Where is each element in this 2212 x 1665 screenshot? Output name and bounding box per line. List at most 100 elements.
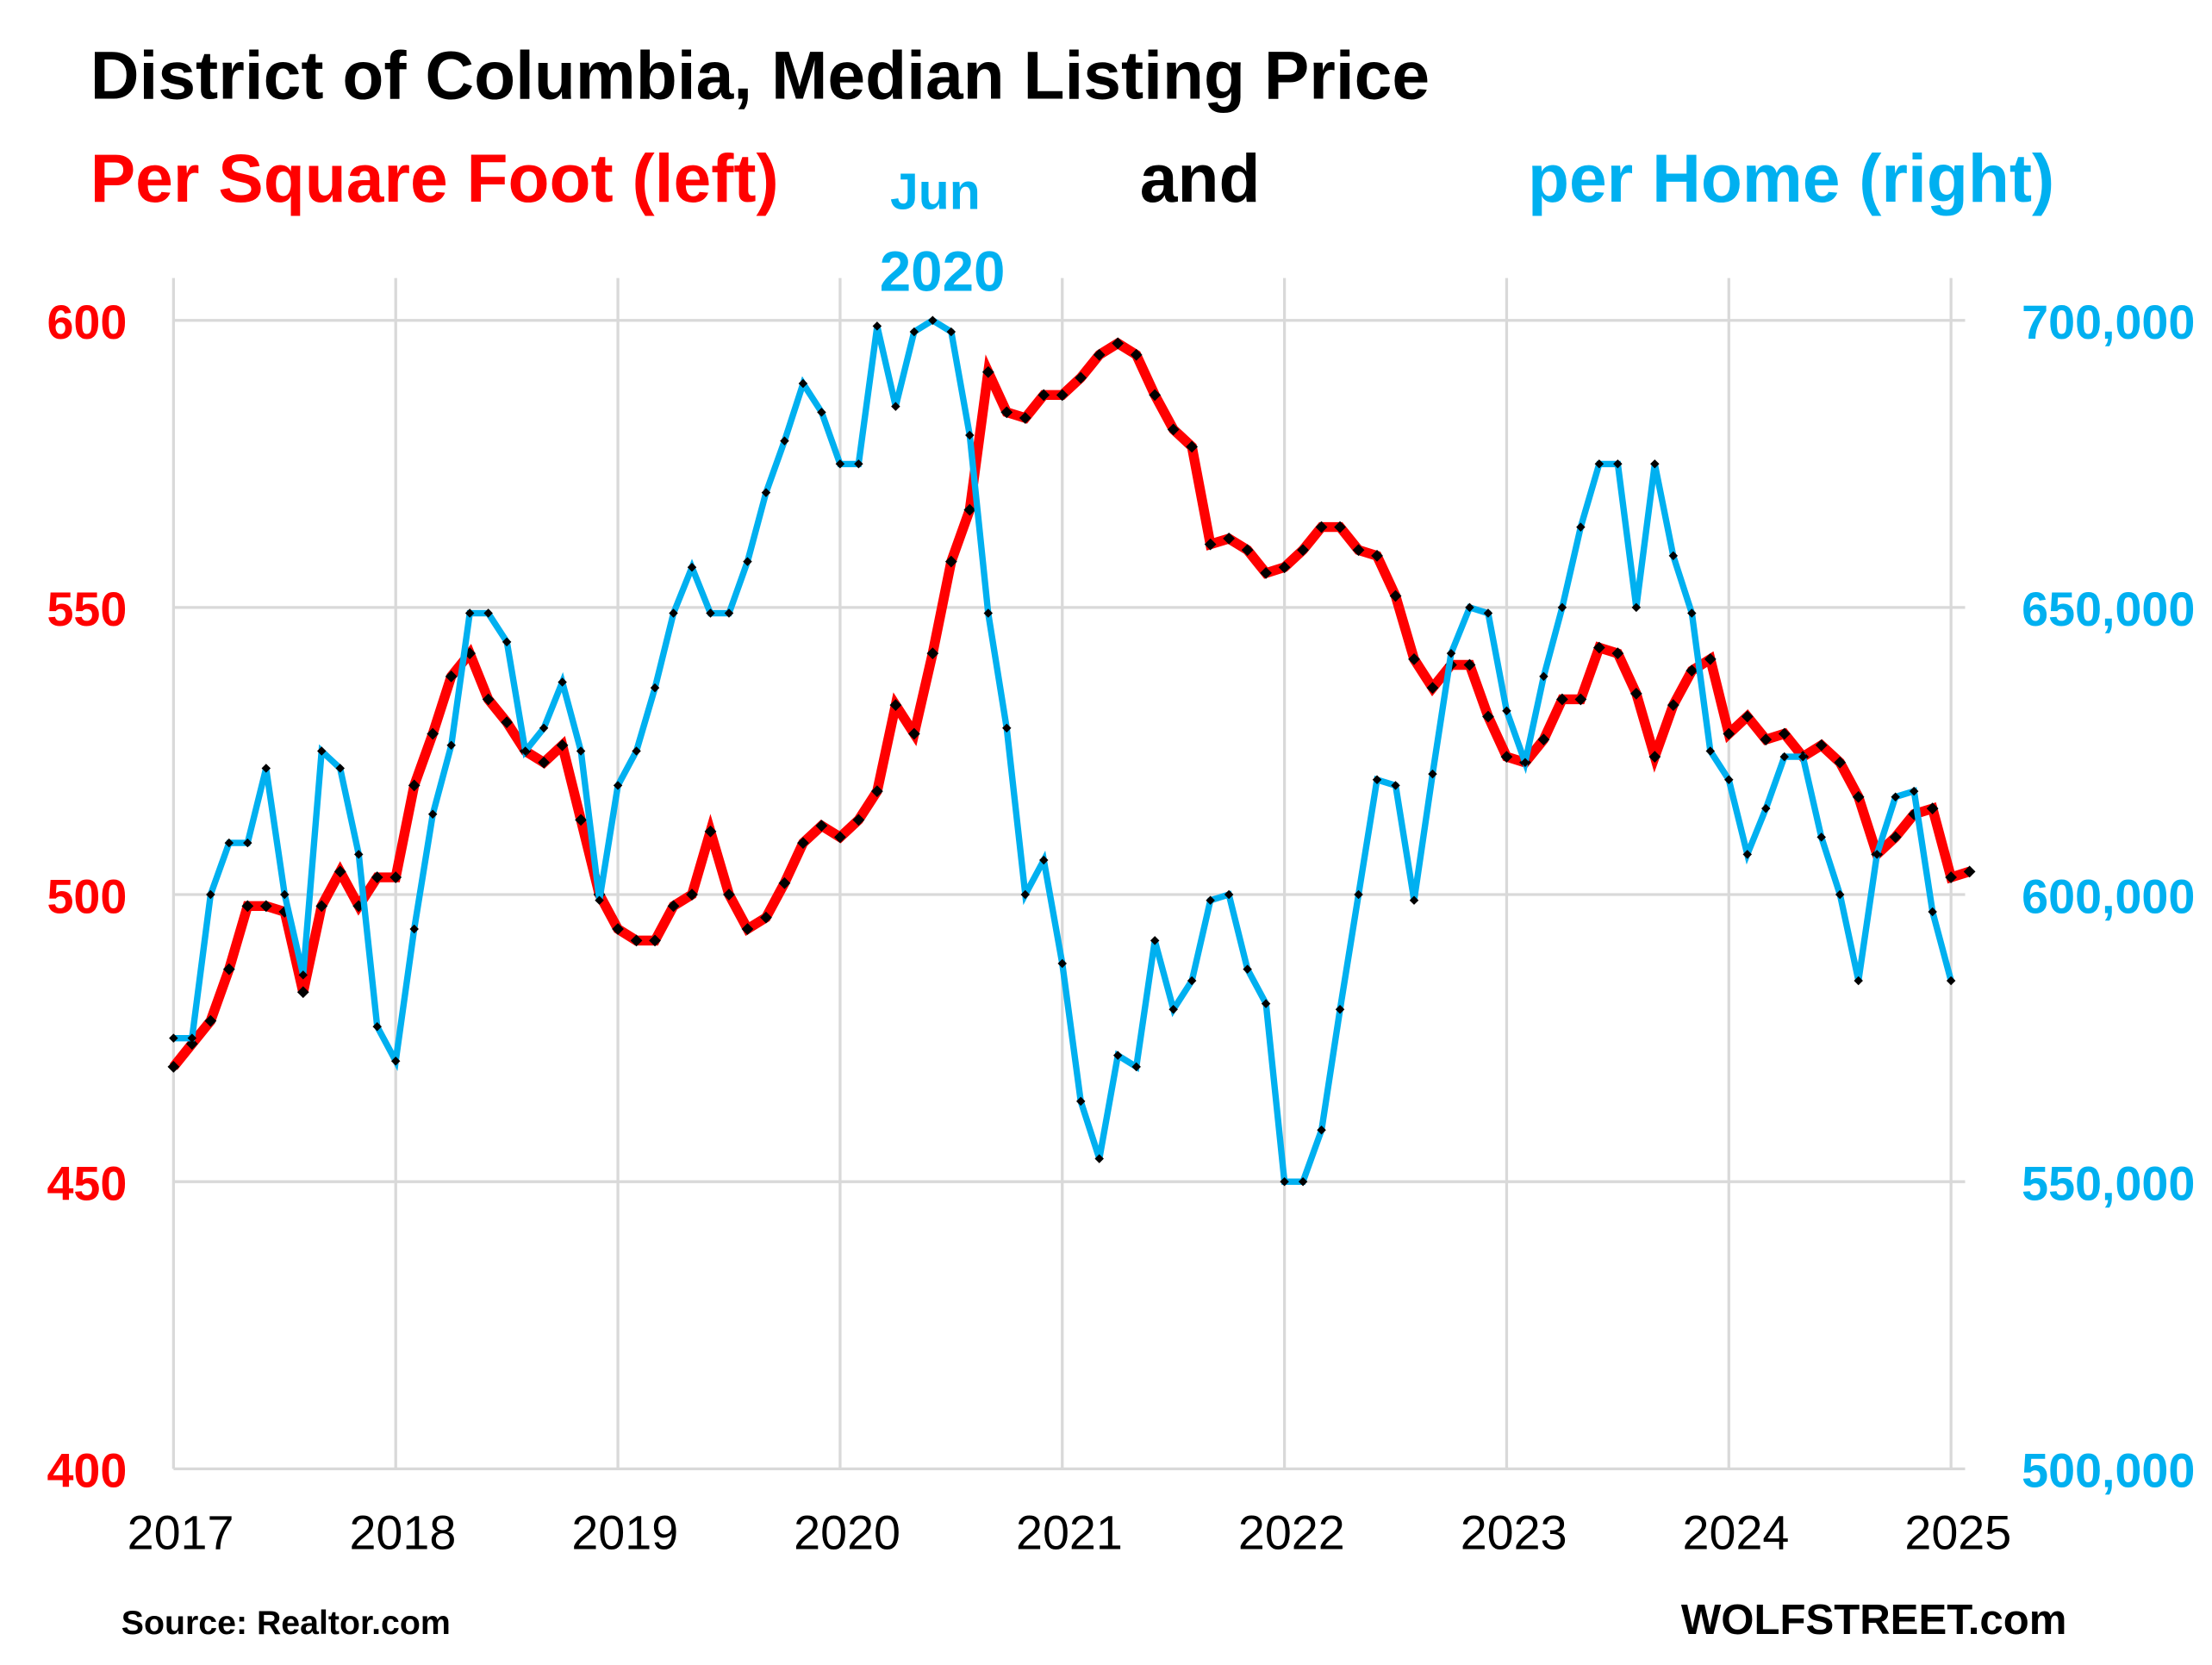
data-point-marker: [760, 911, 772, 924]
data-point-marker: [741, 923, 754, 935]
x-tick-label: 2021: [1016, 1506, 1123, 1560]
subtitle-right: per Home (right): [1528, 140, 2054, 216]
data-point-marker: [1075, 371, 1087, 384]
data-point-marker: [1280, 1176, 1289, 1187]
data-point-marker: [1206, 895, 1215, 905]
data-point-marker: [1130, 348, 1143, 361]
data-point-marker: [1815, 739, 1828, 751]
data-point-marker: [446, 740, 456, 751]
data-point-marker: [649, 934, 661, 947]
data-point-marker: [243, 838, 252, 848]
data-point-marker: [390, 1057, 401, 1066]
data-point-marker: [1186, 440, 1199, 453]
data-point-marker: [963, 503, 976, 516]
data-point-marker: [185, 1038, 198, 1051]
data-point-marker: [1075, 1096, 1086, 1107]
y-right-tick-label: 650,000: [2022, 583, 2195, 636]
data-point-marker: [612, 923, 624, 935]
data-point-marker: [815, 820, 828, 832]
data-point-marker: [1963, 865, 1976, 878]
data-point-marker: [1834, 756, 1847, 769]
annotation-2020: 2020: [880, 240, 1006, 302]
data-point-marker: [944, 555, 957, 568]
data-point-marker: [445, 670, 458, 683]
data-point-marker: [1648, 751, 1661, 763]
data-point-marker: [501, 716, 514, 729]
data-point-marker: [1741, 710, 1754, 723]
data-point-marker: [261, 764, 271, 773]
x-tick-label: 2023: [1461, 1506, 1567, 1560]
x-tick-label: 2019: [571, 1506, 678, 1560]
data-point-marker: [1556, 693, 1568, 706]
data-point-marker: [1187, 976, 1197, 986]
data-point-marker: [1705, 746, 1716, 756]
data-point-marker: [1667, 699, 1679, 712]
data-point-marker: [946, 327, 956, 337]
data-point-marker: [1352, 544, 1365, 557]
chart-title: District of Columbia, Median Listing Pri…: [90, 38, 1430, 114]
data-point-marker: [1000, 406, 1013, 419]
data-point-marker: [706, 608, 715, 618]
data-point-marker: [1112, 1051, 1123, 1060]
data-point-marker: [1539, 671, 1548, 682]
data-point-marker: [502, 637, 512, 647]
data-point-marker: [372, 1022, 382, 1032]
data-point-marker: [1298, 1176, 1308, 1187]
y-left-tick-label: 600: [47, 296, 127, 349]
data-point-marker: [1037, 389, 1050, 402]
data-point-marker: [834, 831, 846, 844]
data-point-marker: [539, 723, 549, 733]
data-point-marker: [780, 436, 789, 446]
series-layer: [167, 315, 1976, 1187]
data-point-marker: [909, 327, 919, 337]
data-point-marker: [1446, 648, 1456, 658]
data-point-marker: [1594, 459, 1604, 469]
data-point-marker: [1761, 803, 1771, 814]
data-point-marker: [965, 430, 975, 440]
data-point-marker: [723, 889, 735, 901]
data-point-marker: [926, 647, 939, 660]
data-point-marker: [1261, 999, 1271, 1008]
data-point-marker: [482, 693, 495, 706]
data-point-marker: [409, 924, 419, 934]
data-point-marker: [427, 809, 438, 819]
y-right-tick-label: 600,000: [2022, 870, 2195, 923]
y-left-tick-label: 500: [47, 870, 127, 923]
data-point-marker: [1112, 337, 1125, 350]
data-point-marker: [1576, 522, 1586, 532]
data-point-marker: [224, 838, 234, 848]
data-point-marker: [1537, 733, 1550, 746]
data-point-marker: [761, 488, 771, 497]
y-axis-left: 400 450 500 550 600: [47, 296, 127, 1498]
data-point-marker: [1168, 1005, 1178, 1014]
data-point-marker: [1428, 769, 1437, 779]
data-point-marker: [1945, 871, 1958, 883]
data-point-marker: [556, 739, 569, 751]
data-point-marker: [1946, 976, 1956, 986]
x-tick-label: 2024: [1683, 1506, 1790, 1560]
data-point-marker: [315, 900, 328, 913]
data-point-marker: [669, 608, 678, 618]
subtitle-left: Per Square Foot (left): [90, 140, 779, 216]
data-point-marker: [1167, 423, 1180, 436]
series-per-sqft-line: [169, 337, 1972, 1070]
data-point-marker: [928, 315, 938, 325]
data-point-marker: [317, 746, 327, 756]
data-point-marker: [1629, 687, 1642, 700]
data-point-marker: [1260, 567, 1272, 579]
y-right-tick-label: 550,000: [2022, 1157, 2195, 1210]
data-point-marker: [1317, 1125, 1326, 1135]
data-point-marker: [1019, 412, 1031, 424]
y-left-tick-label: 400: [47, 1444, 127, 1498]
series-per-sqft: [167, 337, 1976, 1073]
data-point-marker: [1039, 855, 1049, 865]
data-point-marker: [1223, 533, 1236, 545]
data-point-marker: [630, 934, 643, 947]
data-point-marker: [1204, 538, 1217, 551]
data-point-marker: [1574, 693, 1587, 706]
data-point-marker: [241, 900, 254, 913]
data-point-marker: [1613, 459, 1623, 469]
data-point-marker: [335, 764, 345, 773]
